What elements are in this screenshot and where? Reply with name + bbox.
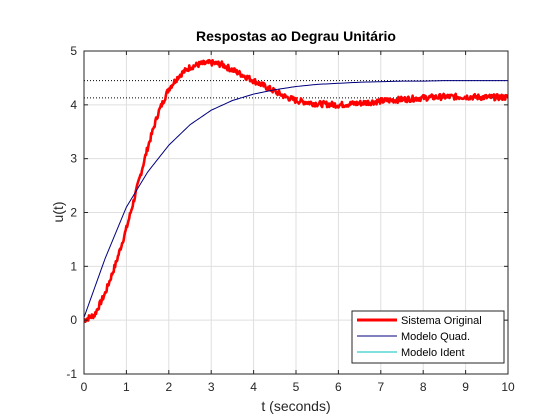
x-tick-label: 1 [123,380,130,394]
series-group [84,58,508,324]
y-tick-label: 4 [70,98,77,112]
x-axis-label: t (seconds) [261,398,330,414]
legend-label: Modelo Quad. [401,331,470,343]
chart-title: Respostas ao Degrau Unitário [196,28,396,44]
y-tick-label: 1 [70,259,77,273]
series-line-sistema-original [84,58,508,324]
x-tick-label: 3 [208,380,215,394]
x-tick-label: 0 [81,380,88,394]
legend-label: Modelo Ident [401,347,465,359]
x-tick-label: 4 [250,380,257,394]
x-tick-label: 7 [377,380,384,394]
y-tick-label: 3 [70,152,77,166]
series-line-modelo-quad [84,80,508,318]
x-tick-label: 9 [462,380,469,394]
y-axis-label: u(t) [50,202,66,223]
y-tick-label: 2 [70,206,77,220]
y-tick-label: 0 [70,313,77,327]
x-tick-label: 6 [335,380,342,394]
x-tick-label: 5 [293,380,300,394]
x-tick-label: 8 [420,380,427,394]
tick-labels: 0 1 2 3 4 5 6 7 8 9 10 -1 0 1 2 3 4 5 [66,44,515,394]
x-tick-label: 2 [165,380,172,394]
x-tick-label: 10 [501,380,515,394]
tick-marks [83,50,509,375]
legend: Sistema Original Modelo Quad. Modelo Ident [351,310,505,364]
y-tick-label: 5 [70,44,77,58]
legend-label: Sistema Original [401,315,482,327]
y-tick-label: -1 [66,367,77,381]
